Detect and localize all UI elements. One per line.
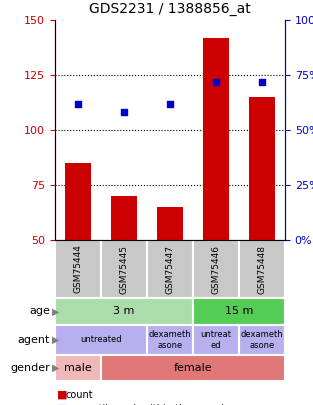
Bar — [101, 355, 285, 381]
Text: count: count — [65, 390, 93, 400]
Point — [213, 78, 218, 85]
Text: ▶: ▶ — [52, 363, 59, 373]
Text: percentile rank within the sample: percentile rank within the sample — [65, 404, 230, 405]
Title: GDS2231 / 1388856_at: GDS2231 / 1388856_at — [89, 2, 251, 16]
Point — [75, 100, 80, 107]
Text: ▶: ▶ — [52, 335, 59, 345]
Text: untreated: untreated — [80, 335, 122, 345]
Text: male: male — [64, 363, 92, 373]
Bar — [239, 325, 285, 355]
Bar — [203, 38, 229, 240]
Bar — [101, 240, 147, 298]
Bar — [193, 325, 239, 355]
Point — [121, 109, 126, 116]
Bar — [111, 196, 137, 240]
Text: untreat
ed: untreat ed — [201, 330, 232, 350]
Text: GSM75447: GSM75447 — [166, 245, 175, 294]
Text: 3 m: 3 m — [113, 307, 135, 316]
Bar — [147, 240, 193, 298]
Text: dexameth
asone: dexameth asone — [149, 330, 191, 350]
Text: GSM75448: GSM75448 — [258, 245, 266, 294]
Point — [259, 78, 264, 85]
Bar — [147, 325, 193, 355]
Text: GSM75446: GSM75446 — [212, 245, 220, 294]
Text: ■: ■ — [57, 390, 68, 400]
Text: ■: ■ — [57, 404, 68, 405]
Text: GSM75445: GSM75445 — [120, 245, 129, 294]
Bar — [193, 240, 239, 298]
Bar — [193, 298, 285, 325]
Text: ▶: ▶ — [52, 307, 59, 316]
Bar — [157, 207, 183, 240]
Text: gender: gender — [10, 363, 50, 373]
Bar — [55, 298, 193, 325]
Bar — [55, 355, 101, 381]
Bar — [55, 240, 101, 298]
Bar — [65, 163, 91, 240]
Bar — [249, 97, 275, 240]
Bar — [55, 325, 147, 355]
Text: 15 m: 15 m — [225, 307, 253, 316]
Text: dexameth
asone: dexameth asone — [241, 330, 283, 350]
Text: GSM75444: GSM75444 — [74, 245, 83, 294]
Point — [167, 100, 172, 107]
Text: age: age — [29, 307, 50, 316]
Text: agent: agent — [18, 335, 50, 345]
Text: female: female — [174, 363, 212, 373]
Bar — [239, 240, 285, 298]
